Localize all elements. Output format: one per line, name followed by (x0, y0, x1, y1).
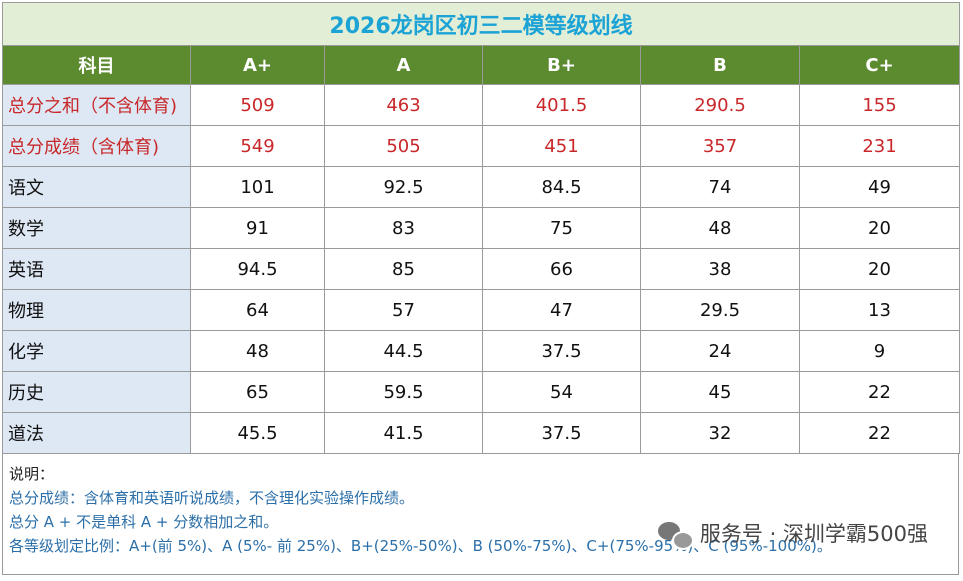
table-row: 道法 45.5 41.5 37.5 32 22 (2, 412, 961, 454)
subject-cell: 总分成绩（含体育) (2, 125, 191, 167)
score-cell: 509 (190, 84, 325, 126)
score-cell: 85 (324, 248, 483, 290)
score-cell: 20 (798, 248, 961, 290)
score-cell: 44.5 (324, 330, 483, 372)
table-row: 英语 94.5 85 66 38 20 (2, 248, 961, 290)
column-header-b-plus: B+ (482, 45, 641, 85)
table-row: 总分成绩（含体育) 549 505 451 357 231 (2, 125, 961, 167)
score-cell: 54 (482, 371, 641, 413)
table-title: 2026龙岗区初三二模等级划线 (1, 2, 961, 46)
score-cell: 75 (482, 207, 641, 249)
column-header-subject: 科目 (2, 45, 191, 85)
table-row: 化学 48 44.5 37.5 24 9 (2, 330, 961, 372)
score-cell: 48 (640, 207, 800, 249)
score-cell: 20 (798, 207, 961, 249)
column-header-a-plus: A+ (190, 45, 325, 85)
column-header-a: A (324, 45, 483, 85)
score-cell: 59.5 (324, 371, 483, 413)
subject-cell: 数学 (2, 207, 191, 249)
note-line-ratio: 各等级划定比例：A+(前 5%)、A (5%- 前 25%)、B+(25%-50… (9, 537, 832, 555)
subject-cell: 英语 (2, 248, 191, 290)
score-cell: 57 (324, 289, 483, 331)
score-cell: 463 (324, 84, 483, 126)
wechat-icon (657, 520, 694, 550)
table-row: 语文 101 92.5 84.5 74 49 (2, 166, 961, 208)
score-cell: 37.5 (482, 412, 641, 454)
score-cell: 13 (798, 289, 961, 331)
score-cell: 47 (482, 289, 641, 331)
score-cell: 94.5 (190, 248, 325, 290)
subject-cell: 物理 (2, 289, 191, 331)
score-cell: 451 (482, 125, 641, 167)
column-header-b: B (640, 45, 800, 85)
score-cell: 49 (798, 166, 961, 208)
note-line-a-plus: 总分 A + 不是单科 A + 分数相加之和。 (9, 513, 279, 531)
score-cell: 549 (190, 125, 325, 167)
grade-table: 2026龙岗区初三二模等级划线 科目 A+ A B+ B C+ 总分之和（不含体… (1, 2, 961, 454)
score-cell: 84.5 (482, 166, 641, 208)
watermark: 服务号 · 深圳学霸500强 (657, 520, 928, 550)
table-row: 数学 91 83 75 48 20 (2, 207, 961, 249)
score-cell: 32 (640, 412, 800, 454)
table-row: 历史 65 59.5 54 45 22 (2, 371, 961, 413)
score-cell: 66 (482, 248, 641, 290)
score-cell: 357 (640, 125, 800, 167)
score-cell: 155 (798, 84, 961, 126)
notes-heading: 说明： (9, 465, 55, 483)
header-row: 科目 A+ A B+ B C+ (2, 45, 961, 85)
score-cell: 48 (190, 330, 325, 372)
score-cell: 505 (324, 125, 483, 167)
score-cell: 29.5 (640, 289, 800, 331)
score-cell: 9 (798, 330, 961, 372)
score-cell: 92.5 (324, 166, 483, 208)
table-row: 物理 64 57 47 29.5 13 (2, 289, 961, 331)
score-cell: 401.5 (482, 84, 641, 126)
score-cell: 91 (190, 207, 325, 249)
score-cell: 22 (798, 371, 961, 413)
notes-section: 说明： 总分成绩：含体育和英语听说成绩，不含理化实验操作成绩。 总分 A + 不… (2, 454, 959, 575)
subject-cell: 历史 (2, 371, 191, 413)
watermark-text: 服务号 · 深圳学霸500强 (699, 522, 928, 546)
column-header-c-plus: C+ (798, 45, 961, 85)
note-line-total: 总分成绩：含体育和英语听说成绩，不含理化实验操作成绩。 (9, 489, 415, 507)
subject-cell: 总分之和（不含体育) (2, 84, 191, 126)
score-cell: 38 (640, 248, 800, 290)
score-cell: 290.5 (640, 84, 800, 126)
score-cell: 37.5 (482, 330, 641, 372)
score-cell: 231 (798, 125, 961, 167)
subject-cell: 化学 (2, 330, 191, 372)
score-cell: 74 (640, 166, 800, 208)
score-cell: 83 (324, 207, 483, 249)
score-cell: 65 (190, 371, 325, 413)
score-cell: 101 (190, 166, 325, 208)
score-cell: 41.5 (324, 412, 483, 454)
score-cell: 22 (798, 412, 961, 454)
table-row: 总分之和（不含体育) 509 463 401.5 290.5 155 (2, 84, 961, 126)
score-cell: 24 (640, 330, 800, 372)
subject-cell: 语文 (2, 166, 191, 208)
score-cell: 45.5 (190, 412, 325, 454)
subject-cell: 道法 (2, 412, 191, 454)
score-cell: 64 (190, 289, 325, 331)
score-cell: 45 (640, 371, 800, 413)
